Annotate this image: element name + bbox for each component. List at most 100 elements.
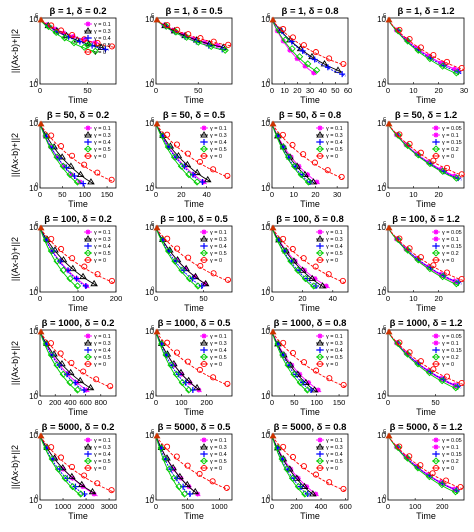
data-marker (432, 353, 440, 361)
y-tick-label: 10 (261, 119, 270, 128)
y-tick-exponent: 5 (151, 118, 155, 124)
series-line (39, 331, 94, 391)
y-tick-label: 10 (145, 496, 154, 505)
data-marker (57, 454, 65, 461)
series-line (271, 19, 342, 73)
data-marker (316, 249, 324, 257)
y-tick-label: 10 (145, 327, 154, 336)
data-marker (66, 378, 74, 387)
data-marker (162, 351, 170, 359)
data-marker (433, 229, 439, 235)
data-marker (443, 269, 451, 276)
data-marker (417, 254, 424, 261)
series-line (387, 227, 460, 287)
data-marker (76, 170, 85, 178)
data-marker (311, 70, 317, 76)
data-marker (81, 36, 88, 43)
x-tick-label: 30 (333, 190, 341, 199)
data-marker (57, 350, 64, 357)
data-marker (73, 386, 82, 394)
data-marker (193, 178, 201, 186)
start-marker (269, 432, 277, 439)
subplot-title: β = 1, δ = 0.5 (166, 6, 224, 17)
y-tick-exponent: 5 (35, 222, 39, 228)
x-tick-label: 20 (434, 86, 442, 95)
data-marker (316, 443, 324, 450)
x-tick-label: 200 (200, 398, 213, 407)
legend-entry: γ = 0 (442, 154, 454, 160)
data-marker (396, 443, 403, 450)
y-tick-label: 10 (29, 431, 38, 440)
data-marker (289, 349, 297, 357)
series-line (39, 227, 79, 289)
legend-entry: γ = 0.1 (94, 334, 111, 340)
data-marker (47, 247, 56, 255)
series-line (387, 19, 465, 71)
series-line (387, 19, 460, 76)
subplot-title: β = 5000, δ = 1.2 (390, 422, 463, 433)
subplot-title: β = 5000, δ = 0.2 (42, 422, 115, 433)
legend-entry: γ = 0.5 (326, 459, 343, 465)
y-tick-label: 10 (261, 288, 270, 297)
y-tick-exponent: 5 (151, 326, 155, 332)
series-line (39, 331, 113, 389)
data-marker (278, 455, 286, 463)
data-marker (290, 370, 298, 378)
data-marker (185, 386, 193, 394)
data-marker (50, 247, 57, 254)
data-marker (224, 276, 232, 283)
data-marker (158, 340, 166, 348)
legend-entry: γ = 0 (442, 258, 454, 264)
data-marker (194, 282, 202, 290)
series-line (155, 435, 229, 491)
data-marker (69, 255, 76, 262)
x-tick-label: 500 (181, 502, 194, 511)
x-tick-label: 0 (38, 86, 42, 95)
legend-entry: γ = 0.4 (94, 348, 111, 354)
legend-entry: γ = 0 (210, 258, 222, 264)
start-marker (385, 328, 393, 335)
data-marker (196, 366, 203, 373)
y-axis-label: ||(Ax-b)+||2 (10, 341, 20, 385)
data-marker (224, 380, 231, 387)
legend-entry: γ = 0.15 (442, 348, 462, 354)
legend-entry: γ = 0.1 (210, 126, 227, 132)
subplot-title: β = 1000, δ = 0.8 (274, 318, 347, 329)
data-marker (305, 172, 311, 178)
x-tick-label: 50 (194, 86, 202, 95)
x-tick-label: 100 (78, 190, 91, 199)
data-marker (430, 366, 437, 373)
data-marker (58, 245, 65, 253)
data-marker (185, 170, 193, 179)
data-marker (81, 472, 88, 479)
data-marker (68, 152, 76, 159)
x-axis-label: Time (184, 511, 204, 521)
y-tick-label: 10 (261, 392, 270, 401)
legend-entry: γ = 0.4 (210, 244, 227, 250)
data-marker (94, 169, 101, 176)
data-marker (433, 340, 439, 346)
data-marker (87, 178, 95, 185)
legend-entry: γ = 0.2 (442, 459, 459, 465)
data-marker (426, 160, 432, 166)
x-tick-label: 0 (154, 190, 158, 199)
data-marker (84, 360, 92, 368)
data-marker (279, 351, 287, 359)
data-marker (417, 44, 424, 51)
series-line (387, 435, 459, 495)
data-marker (167, 361, 175, 369)
data-marker (394, 131, 402, 139)
data-marker (66, 170, 74, 179)
legend-entry: γ = 0.15 (442, 244, 462, 250)
legend-entry: γ = 0.2 (442, 251, 459, 257)
data-marker (438, 273, 447, 281)
data-marker (76, 38, 83, 45)
data-marker (316, 235, 324, 242)
data-marker (94, 480, 101, 487)
data-marker (200, 443, 208, 450)
data-marker (340, 485, 347, 492)
data-marker (317, 437, 323, 443)
x-tick-label: 100 (409, 502, 422, 511)
x-tick-label: 0 (270, 294, 274, 303)
